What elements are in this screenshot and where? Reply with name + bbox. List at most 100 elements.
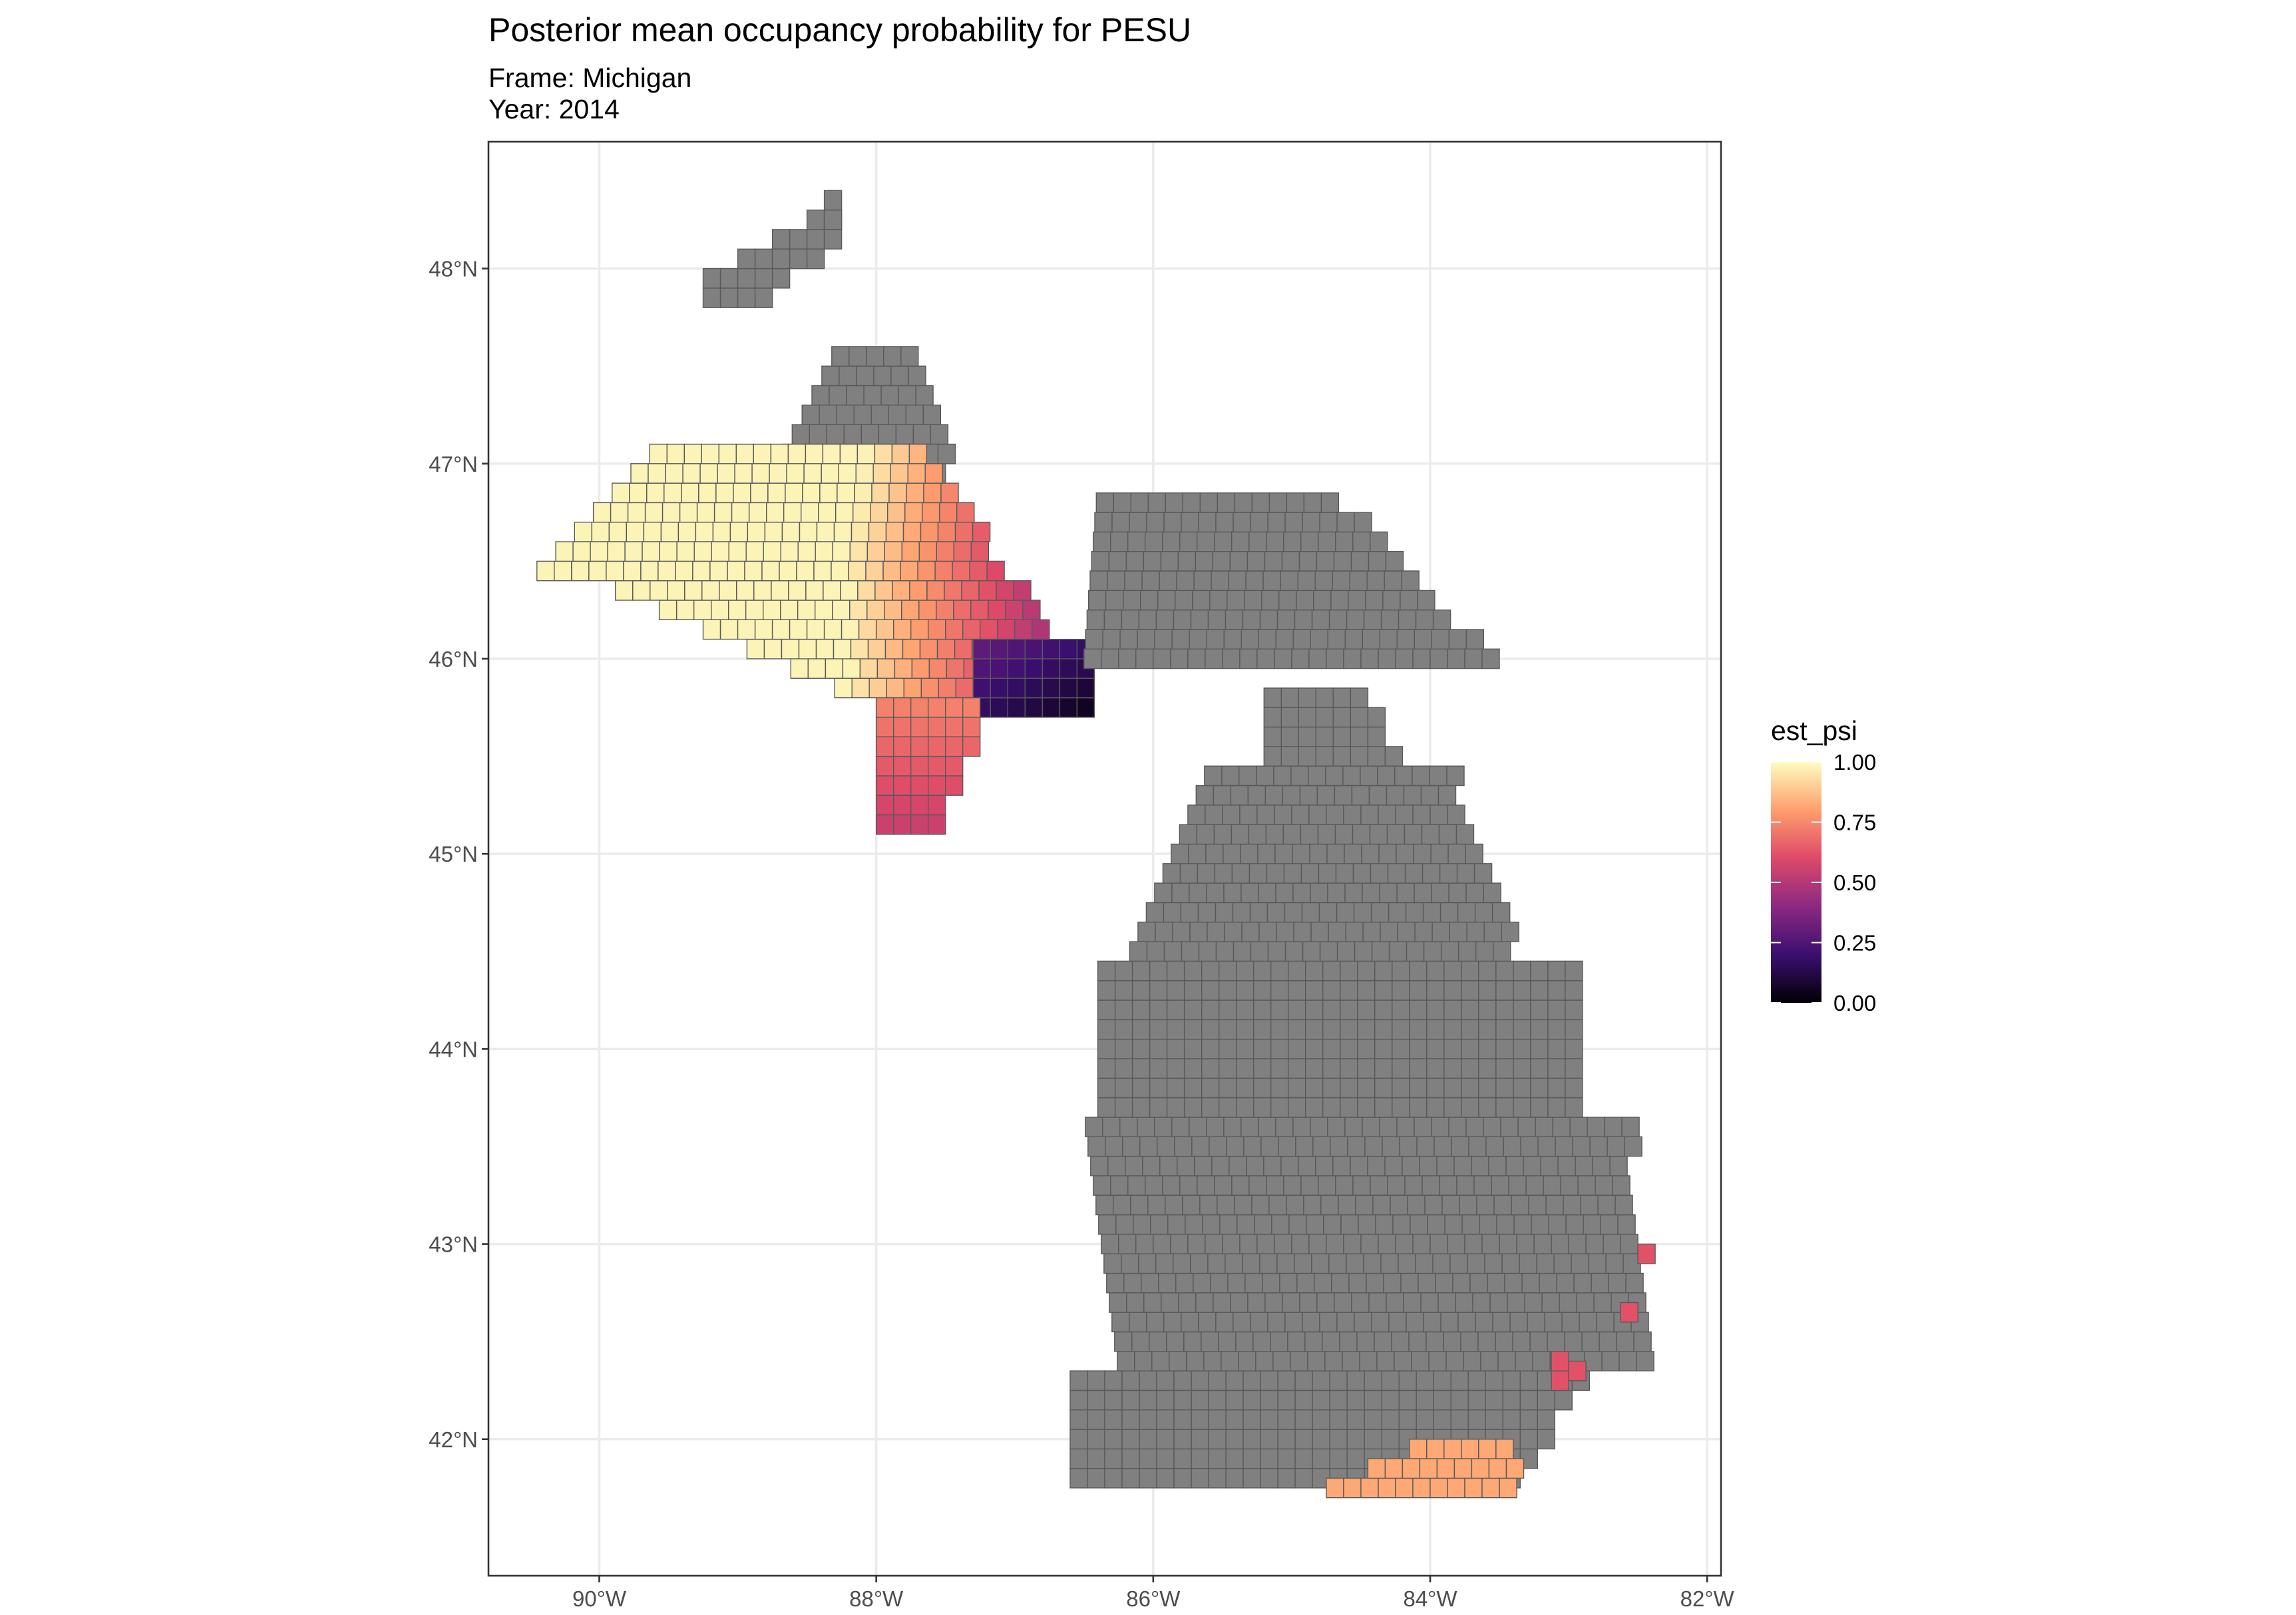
grid-cell-gray bbox=[1275, 882, 1294, 904]
grid-cell-colored bbox=[1076, 697, 1095, 718]
grid-cell-colored bbox=[936, 600, 954, 620]
grid-cell-colored bbox=[728, 541, 747, 562]
grid-cell-gray bbox=[1175, 1272, 1194, 1294]
grid-cell-colored bbox=[715, 482, 734, 504]
grid-cell-gray bbox=[1235, 1331, 1254, 1352]
grid-cell-gray bbox=[1371, 941, 1390, 962]
grid-cell-gray bbox=[1147, 492, 1167, 513]
grid-cell-gray bbox=[1565, 1097, 1583, 1118]
grid-cell-gray bbox=[1212, 551, 1231, 572]
grid-cell-gray bbox=[1183, 1019, 1203, 1040]
grid-cell-gray bbox=[1310, 922, 1329, 942]
grid-cell-colored bbox=[866, 600, 885, 620]
grid-cell-gray bbox=[1315, 726, 1334, 747]
grid-cell-gray bbox=[1171, 843, 1189, 864]
grid-cell-gray bbox=[1202, 1214, 1221, 1235]
grid-cell-gray bbox=[1308, 1234, 1327, 1254]
grid-cell-gray bbox=[1291, 805, 1310, 825]
grid-cell-gray bbox=[819, 405, 837, 425]
grid-cell-gray bbox=[1195, 785, 1215, 806]
grid-cell-gray bbox=[1315, 707, 1334, 728]
grid-cell-colored bbox=[554, 560, 572, 582]
grid-cell-gray bbox=[1087, 1429, 1105, 1450]
grid-cell-colored bbox=[648, 463, 666, 484]
grid-cell-gray bbox=[1292, 843, 1310, 864]
grid-cell-gray bbox=[1209, 1136, 1227, 1157]
grid-cell-colored bbox=[727, 560, 745, 582]
grid-cell-colored bbox=[849, 600, 868, 620]
grid-cell-gray bbox=[1501, 922, 1519, 942]
grid-cell-gray bbox=[1218, 1077, 1237, 1099]
grid-cell-gray bbox=[1267, 512, 1286, 533]
grid-cell-gray bbox=[1322, 980, 1341, 1001]
grid-cell-gray bbox=[1190, 1253, 1209, 1274]
grid-cell-gray bbox=[1179, 531, 1198, 552]
grid-cell-colored bbox=[1042, 658, 1061, 679]
grid-cell-colored bbox=[944, 580, 962, 601]
y-tick-label: 42°N bbox=[429, 1427, 478, 1452]
grid-cell-gray bbox=[1409, 1058, 1428, 1079]
grid-cell-colored bbox=[797, 541, 816, 562]
grid-cell-gray bbox=[1234, 492, 1253, 513]
grid-cell-colored bbox=[572, 541, 591, 562]
grid-cell-gray bbox=[1495, 1019, 1514, 1040]
grid-cell-gray bbox=[1554, 1389, 1573, 1411]
grid-cell-gray bbox=[1379, 629, 1398, 649]
grid-cell-gray bbox=[1352, 1175, 1371, 1196]
grid-cell-gray bbox=[1109, 531, 1129, 552]
grid-cell-gray bbox=[1229, 1155, 1247, 1176]
grid-cell-colored bbox=[640, 560, 659, 582]
grid-cell-gray bbox=[1153, 1234, 1171, 1254]
grid-cell-gray bbox=[1258, 922, 1277, 942]
grid-cell-colored bbox=[962, 736, 981, 757]
grid-cell-gray bbox=[1329, 1409, 1348, 1430]
grid-cell-colored bbox=[771, 619, 791, 640]
grid-cell-gray bbox=[1447, 805, 1465, 825]
grid-cell-gray bbox=[1233, 512, 1251, 533]
grid-cell-colored bbox=[944, 619, 964, 640]
grid-cell-gray bbox=[1189, 629, 1207, 649]
grid-cell-gray bbox=[1328, 1253, 1347, 1274]
grid-cell-gray bbox=[1524, 1292, 1543, 1313]
grid-cell-gray bbox=[1246, 551, 1266, 572]
grid-cell-gray bbox=[1131, 1019, 1151, 1040]
grid-cell-gray bbox=[1440, 1312, 1459, 1333]
grid-cell-gray bbox=[1223, 629, 1242, 649]
grid-cell-gray bbox=[1146, 1312, 1165, 1333]
grid-cell-colored bbox=[701, 443, 720, 464]
grid-cell-colored bbox=[608, 522, 627, 542]
grid-cell-gray bbox=[1396, 1117, 1415, 1137]
legend-tick-label: 0.00 bbox=[1833, 991, 1876, 1015]
grid-cell-colored bbox=[753, 443, 772, 464]
grid-cell-gray bbox=[1625, 1272, 1644, 1294]
grid-cell-gray bbox=[1138, 610, 1157, 630]
grid-cell-gray bbox=[1530, 960, 1549, 982]
grid-cell-gray bbox=[1143, 1292, 1162, 1313]
grid-cell-colored bbox=[944, 717, 964, 737]
grid-cell-gray bbox=[1098, 1214, 1117, 1235]
grid-cell-gray bbox=[1175, 590, 1193, 611]
grid-cell-gray bbox=[1090, 1155, 1109, 1176]
grid-cell-gray bbox=[1193, 1272, 1211, 1294]
grid-cell-gray bbox=[1360, 805, 1379, 825]
grid-cell-gray bbox=[1572, 1136, 1591, 1157]
grid-cell-gray bbox=[1467, 1409, 1486, 1430]
grid-cell-gray bbox=[719, 268, 739, 289]
grid-cell-gray bbox=[1340, 960, 1358, 982]
grid-cell-gray bbox=[1457, 1312, 1476, 1333]
grid-cell-gray bbox=[1477, 1331, 1496, 1352]
grid-cell-gray bbox=[1139, 1448, 1157, 1469]
grid-cell-gray bbox=[1300, 1175, 1319, 1196]
panel-border bbox=[487, 140, 1722, 1577]
grid-cell-gray bbox=[1565, 1038, 1583, 1059]
grid-cell-gray bbox=[1248, 824, 1267, 845]
grid-cell-gray bbox=[823, 190, 843, 211]
grid-cell-gray bbox=[1225, 1389, 1244, 1411]
grid-cell-gray bbox=[1636, 1351, 1654, 1371]
grid-cell-colored bbox=[1024, 677, 1044, 699]
grid-cell-gray bbox=[1530, 1019, 1549, 1040]
grid-cell-gray bbox=[1201, 1019, 1220, 1040]
grid-cell-gray bbox=[1277, 1448, 1296, 1469]
grid-cell-gray bbox=[737, 287, 756, 308]
grid-cell-gray bbox=[1322, 1097, 1341, 1118]
